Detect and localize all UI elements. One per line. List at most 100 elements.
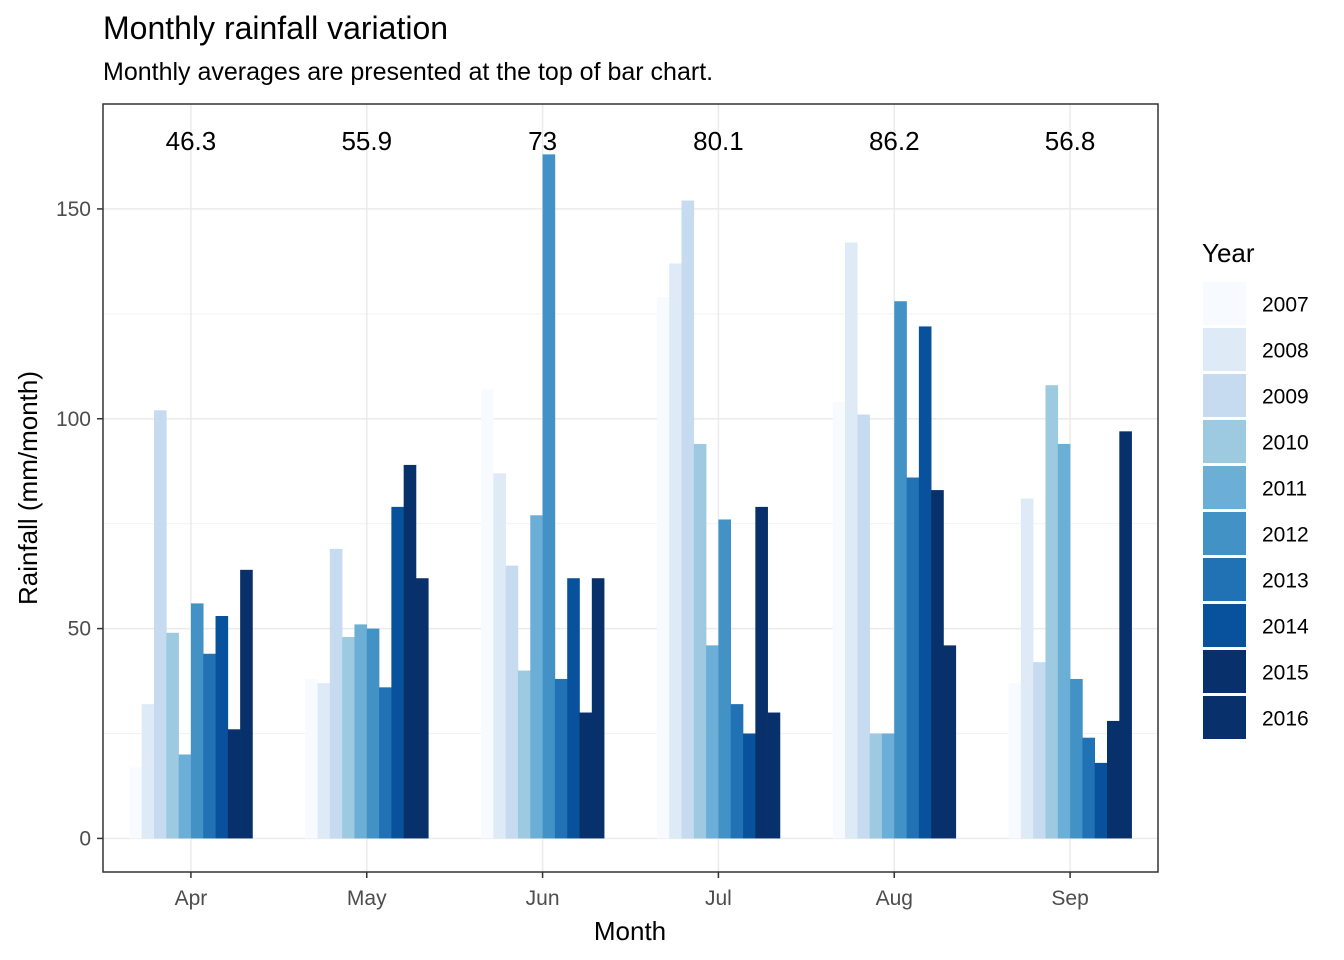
bar-sep-2008 [1020,498,1034,839]
legend-key-2008 [1203,328,1246,371]
legend-label-2007: 2007 [1262,294,1309,317]
bar-sep-2010 [1045,385,1059,839]
bar-sep-2014 [1094,762,1108,839]
bar-may-2014 [391,506,404,839]
bar-aug-2010 [869,733,883,839]
bar-aug-2007 [832,401,846,839]
bar-sep-2016 [1119,431,1132,839]
bar-jul-2014 [743,733,756,839]
legend-key-2013 [1203,558,1246,601]
average-labels: 46.3 55.9 73 80.1 86.2 56.8 [166,126,1096,156]
legend-key-2007 [1203,282,1246,325]
bar-jun-2009 [505,565,519,839]
legend-label-2015: 2015 [1262,662,1309,685]
legend-label-2013: 2013 [1262,570,1309,593]
bar-jun-2015 [579,712,593,839]
legend-label-2011: 2011 [1262,478,1307,501]
bar-may-2008 [317,683,331,839]
bar-apr-2011 [178,754,192,839]
y-tick-label: 100 [56,408,91,431]
legend-title: Year [1202,238,1255,268]
average-label: 86.2 [869,126,920,156]
bar-sep-2007 [1008,683,1022,839]
bar-may-2007 [305,678,318,839]
x-tick-label: Jul [705,887,732,910]
bar-jul-2013 [730,704,744,839]
bar-apr-2012 [190,603,204,839]
legend-key-2015 [1203,650,1246,693]
bar-may-2011 [354,624,368,839]
bar-jul-2007 [656,297,670,839]
bar-apr-2013 [203,653,216,839]
bar-may-2013 [379,687,392,839]
axes: 0 50 100 150 Apr May Jun Jul Aug Sep [56,198,1089,910]
legend-key-2011 [1203,466,1246,509]
average-label: 80.1 [693,126,744,156]
bars [129,154,1132,839]
bar-sep-2015 [1107,720,1120,839]
bar-aug-2012 [894,301,907,839]
bar-jun-2008 [493,473,506,839]
bar-aug-2013 [906,477,920,839]
legend-label-2016: 2016 [1262,708,1309,731]
x-tick-label: Sep [1051,887,1088,910]
bar-apr-2016 [240,569,253,839]
x-tick-label: May [347,887,387,910]
legend-key-2010 [1203,420,1246,463]
legend-label-2010: 2010 [1262,432,1309,455]
bar-sep-2012 [1070,678,1083,839]
bar-sep-2009 [1033,662,1046,839]
bar-may-2016 [415,578,429,839]
bar-jul-2016 [767,712,781,839]
legend-key-2012 [1203,512,1246,555]
bar-sep-2013 [1082,737,1095,839]
bar-apr-2015 [227,729,241,839]
average-label: 46.3 [166,126,217,156]
bar-aug-2011 [881,733,895,839]
bar-may-2009 [329,548,343,839]
bar-aug-2015 [931,490,944,839]
legend-key-2016 [1203,696,1246,739]
x-tick-label: Apr [175,887,208,910]
bar-apr-2014 [215,616,229,839]
chart-title: Monthly rainfall variation [103,10,449,46]
bar-jul-2010 [693,443,707,839]
bar-jul-2008 [669,263,682,839]
bar-jun-2016 [591,578,605,839]
bar-jul-2011 [706,645,719,839]
bar-may-2015 [403,464,417,839]
bar-jul-2015 [755,506,768,839]
bar-apr-2007 [129,767,142,839]
y-tick-label: 50 [68,618,91,641]
legend-label-2014: 2014 [1262,616,1309,639]
legend-label-2009: 2009 [1262,386,1309,409]
bar-aug-2009 [857,414,870,839]
bar-apr-2009 [153,410,167,839]
legend-key-2009 [1203,374,1246,417]
bar-aug-2014 [918,326,932,839]
bar-jun-2011 [530,515,543,839]
bar-jun-2014 [567,578,580,839]
y-tick-label: 0 [79,827,91,850]
bar-jun-2013 [554,678,568,839]
bar-may-2010 [342,636,355,839]
legend-key-2014 [1203,604,1246,647]
average-label: 73 [528,126,557,156]
bar-apr-2010 [166,632,179,839]
legend: Year 2007 2008 2009 2010 2011 2012 2013 2014 201… [1202,238,1309,739]
x-axis-title: Month [594,916,666,946]
legend-label-2012: 2012 [1262,524,1309,547]
average-label: 56.8 [1045,126,1096,156]
bar-aug-2016 [943,645,957,839]
bar-may-2012 [366,628,380,839]
bar-jun-2007 [481,389,494,839]
x-tick-label: Aug [876,887,913,910]
average-label: 55.9 [341,126,392,156]
x-tick-label: Jun [526,887,560,910]
bar-jun-2012 [542,154,556,839]
bar-jun-2010 [517,670,531,839]
y-axis-title: Rainfall (mm/month) [13,371,43,605]
plot-panel-border [102,103,1159,873]
bar-jul-2009 [681,200,695,839]
